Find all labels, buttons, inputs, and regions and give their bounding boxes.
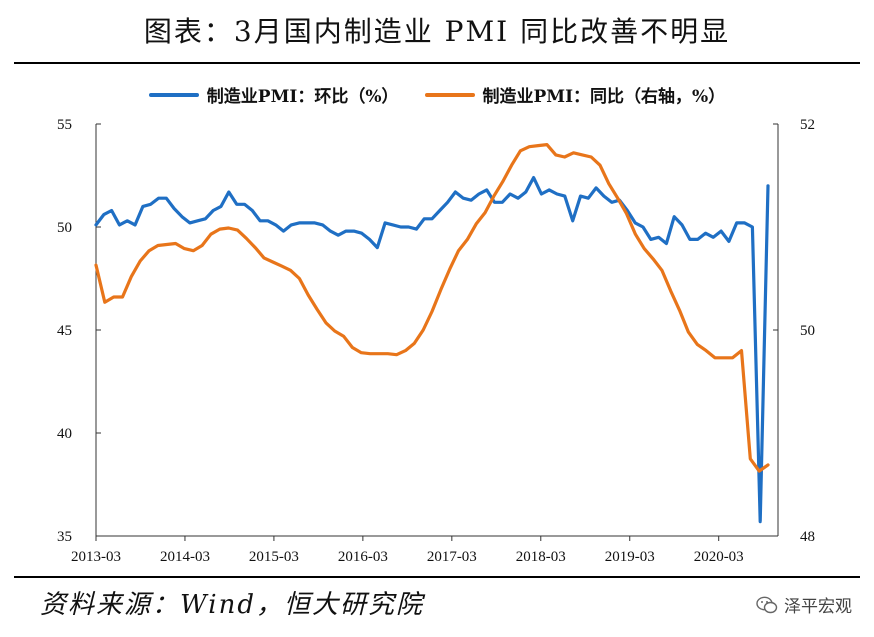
wechat-icon xyxy=(756,596,778,613)
series-line-mom xyxy=(94,176,770,524)
y-left-tick-label: 55 xyxy=(57,117,72,133)
y-right-tick-label: 52 xyxy=(800,117,815,133)
y-left-tick-label: 35 xyxy=(57,529,72,545)
brand-name: 泽平宏观 xyxy=(784,597,852,617)
x-tick-label: 2018-03 xyxy=(516,549,566,565)
chart-plot: 35 40 45 50 55 48 50 52 2013-03 2014-03 2015-03 201… xyxy=(57,117,815,565)
legend-item-series1: 制造业PMI：环比（%） xyxy=(148,82,399,107)
y-left-tick-label: 45 xyxy=(57,323,72,339)
y-right-tick-label: 50 xyxy=(800,323,815,339)
x-tick-label: 2020-03 xyxy=(694,549,744,565)
title-rule xyxy=(14,62,860,64)
brand: 泽平宏观 xyxy=(756,592,852,617)
legend-item-series2: 制造业PMI：同比（右轴，%） xyxy=(424,82,726,107)
x-tick-label: 2013-03 xyxy=(71,549,121,565)
legend-swatch-series2 xyxy=(424,92,475,97)
y-left-tick-label: 50 xyxy=(57,220,72,236)
x-tick-label: 2019-03 xyxy=(605,549,655,565)
legend: 制造业PMI：环比（%） 制造业PMI：同比（右轴，%） xyxy=(0,82,874,107)
x-tick-label: 2017-03 xyxy=(427,549,477,565)
legend-swatch-series1 xyxy=(148,92,199,97)
x-tick-label: 2016-03 xyxy=(338,549,388,565)
source-note: 资料来源：Wind，恒大研究院 xyxy=(40,590,424,620)
x-tick-label: 2015-03 xyxy=(249,549,299,565)
footer-rule xyxy=(14,576,860,578)
legend-label-series2: 制造业PMI：同比（右轴，%） xyxy=(482,87,726,107)
y-left-tick-label: 40 xyxy=(57,426,72,442)
page-title: 图表：3月国内制造业 PMI 同比改善不明显 xyxy=(143,15,731,48)
legend-label-series1: 制造业PMI：环比（%） xyxy=(206,87,399,107)
x-tick-label: 2014-03 xyxy=(160,549,210,565)
series-line-yoy xyxy=(94,143,770,473)
y-right-tick-label: 48 xyxy=(800,529,815,545)
